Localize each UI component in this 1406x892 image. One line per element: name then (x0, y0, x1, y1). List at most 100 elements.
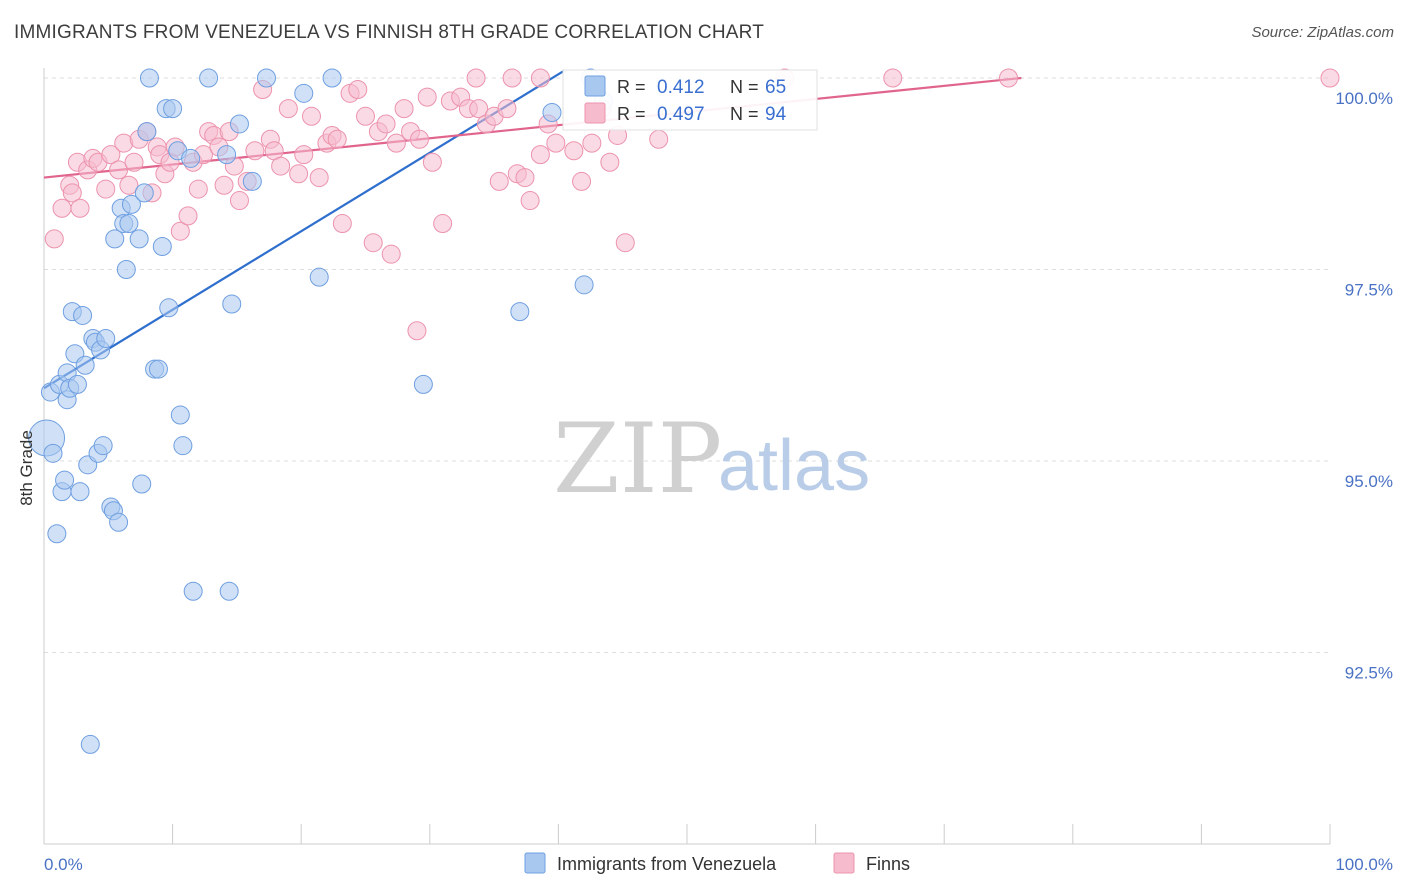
point-finns-57 (386, 133, 406, 153)
legend-r-value-finns: 0.497 (657, 104, 705, 125)
point-finns-85 (649, 129, 669, 149)
legend-r-label-venezuela: R = (617, 77, 646, 97)
point-venezuela-45 (170, 405, 190, 425)
point-venezuela-22 (93, 436, 113, 456)
legend-swatch-venezuela (584, 75, 606, 97)
point-finns-55 (376, 114, 396, 134)
legend-n-label-finns: N = (730, 104, 759, 124)
point-finns-71 (497, 99, 517, 119)
bottom-legend-label-venezuela: Immigrants from Venezuela (557, 854, 777, 874)
point-finns-9 (96, 179, 116, 199)
bottom-legend-label-finns: Finns (866, 854, 910, 874)
point-finns-87 (466, 68, 486, 88)
point-finns-58 (394, 99, 414, 119)
point-finns-36 (245, 141, 265, 161)
point-venezuela-34 (132, 474, 152, 494)
point-venezuela-40 (152, 237, 172, 257)
y-tick-labels: 92.5% 95.0% 97.5% 100.0% (1335, 89, 1393, 683)
point-venezuela-14 (73, 305, 93, 325)
x-tick-labels: 0.0% 100.0% (44, 855, 1393, 874)
point-finns-52 (356, 106, 375, 126)
point-finns-40 (271, 156, 291, 176)
legend-swatch-finns (584, 102, 606, 124)
point-finns-23 (170, 221, 190, 241)
point-finns-42 (289, 164, 309, 184)
point-venezuela-56 (294, 83, 314, 103)
y-tick-label-2: 97.5% (1345, 281, 1393, 300)
point-venezuela-3 (47, 524, 67, 544)
point-finns-89 (530, 68, 550, 88)
point-finns-10 (101, 145, 121, 165)
point-finns-13 (119, 175, 139, 195)
point-venezuela-30 (116, 260, 136, 279)
point-venezuela-2 (43, 443, 63, 463)
point-venezuela-57 (309, 267, 329, 287)
point-finns-63 (433, 214, 453, 234)
y-axis-label: 8th Grade (17, 430, 36, 506)
y-tick-label-1: 95.0% (1345, 472, 1393, 491)
x-tick-label-0: 0.0% (44, 855, 83, 874)
point-finns-93 (1320, 68, 1340, 88)
point-venezuela-35 (134, 183, 154, 203)
point-finns-82 (600, 152, 620, 172)
point-venezuela-43 (163, 99, 183, 119)
chart-title: IMMIGRANTS FROM VENEZUELA VS FINNISH 8TH… (14, 22, 765, 43)
point-finns-92 (999, 68, 1018, 88)
data-points (28, 68, 1340, 754)
point-finns-84 (615, 233, 635, 253)
point-venezuela-42 (159, 298, 179, 318)
y-tick-label-0: 92.5% (1345, 664, 1393, 683)
point-venezuela-23 (96, 328, 116, 348)
point-venezuela-47 (181, 148, 201, 168)
point-finns-61 (417, 87, 437, 107)
point-venezuela-13 (70, 482, 90, 502)
point-finns-56 (381, 244, 401, 264)
point-finns-0 (44, 229, 64, 249)
point-finns-24 (178, 206, 198, 226)
point-finns-11 (109, 160, 129, 180)
chart-source: Source: ZipAtlas.com (1251, 24, 1394, 41)
point-finns-91 (883, 68, 903, 88)
bottom-legend-swatch-venezuela (524, 852, 546, 874)
point-finns-62 (422, 152, 442, 172)
legend-box: R = 0.412 N = 65 R = 0.497 N = 94 (562, 69, 818, 131)
point-finns-73 (515, 168, 535, 188)
watermark-zip: ZIP (553, 403, 722, 515)
point-finns-5 (70, 198, 90, 218)
point-finns-43 (294, 145, 314, 165)
point-finns-88 (502, 68, 522, 88)
point-venezuela-54 (242, 171, 262, 191)
point-venezuela-61 (542, 102, 562, 122)
point-finns-34 (229, 191, 249, 211)
point-finns-79 (572, 171, 592, 191)
point-finns-86 (407, 321, 427, 341)
point-finns-53 (363, 233, 383, 253)
x-tick-label-1: 100.0% (1335, 855, 1393, 874)
point-venezuela-33 (129, 229, 149, 249)
watermark: ZIP atlas (553, 403, 870, 515)
point-finns-45 (309, 168, 329, 188)
point-venezuela-50 (217, 145, 237, 165)
point-venezuela-52 (222, 294, 242, 314)
point-venezuela-60 (510, 302, 530, 322)
point-venezuela-36 (137, 122, 157, 142)
point-venezuela-53 (229, 114, 249, 134)
point-venezuela-6 (55, 470, 75, 490)
point-finns-75 (530, 145, 550, 165)
point-finns-3 (62, 183, 82, 203)
watermark-atlas: atlas (718, 426, 870, 506)
point-finns-31 (214, 175, 234, 195)
point-finns-74 (520, 191, 540, 211)
point-finns-49 (332, 214, 352, 234)
point-finns-44 (301, 106, 321, 126)
point-finns-80 (582, 133, 602, 153)
point-venezuela-32 (121, 194, 141, 214)
trend-lines (43, 69, 1022, 390)
point-venezuela-51 (219, 581, 239, 601)
bottom-legend-swatch-finns (833, 852, 855, 874)
y-tick-label-3: 100.0% (1335, 89, 1393, 108)
point-finns-78 (564, 141, 584, 161)
point-finns-77 (546, 133, 566, 153)
legend-n-label-venezuela: N = (730, 77, 759, 97)
